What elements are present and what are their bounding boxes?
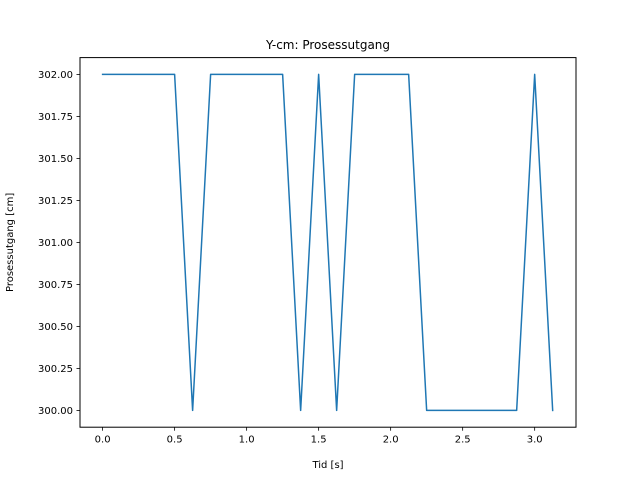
y-axis-label: Prosessutgang [cm] [5,193,16,292]
x-tick-label: 0.5 [167,435,183,446]
y-tick-label: 300.00 [38,406,73,417]
y-tick-label: 300.75 [38,280,73,291]
x-tick-label: 2.0 [383,435,399,446]
y-tick-label: 301.25 [38,196,73,207]
x-tick-label: 3.0 [527,435,543,446]
y-tick-label: 301.75 [38,112,73,123]
chart-title: Y-cm: Prosessutgang [265,38,390,52]
y-tick-label: 300.25 [38,364,73,375]
plot-area [101,73,554,412]
y-axis: 300.00 300.25 300.50 300.75 301.00 301.25 301.… [38,70,80,417]
y-tick-label: 301.00 [38,238,73,249]
x-axis-label: Tid [s] [311,460,343,471]
x-axis: 0.0 0.5 1.0 1.5 2.0 2.5 3.0 [95,427,543,446]
y-tick-label: 302.00 [38,70,73,81]
x-tick-label: 0.0 [95,435,111,446]
series-line [101,73,554,412]
y-tick-label: 300.50 [38,322,73,333]
y-tick-label: 301.50 [38,154,73,165]
x-tick-label: 1.0 [239,435,255,446]
x-tick-label: 1.5 [311,435,327,446]
x-tick-label: 2.5 [455,435,471,446]
